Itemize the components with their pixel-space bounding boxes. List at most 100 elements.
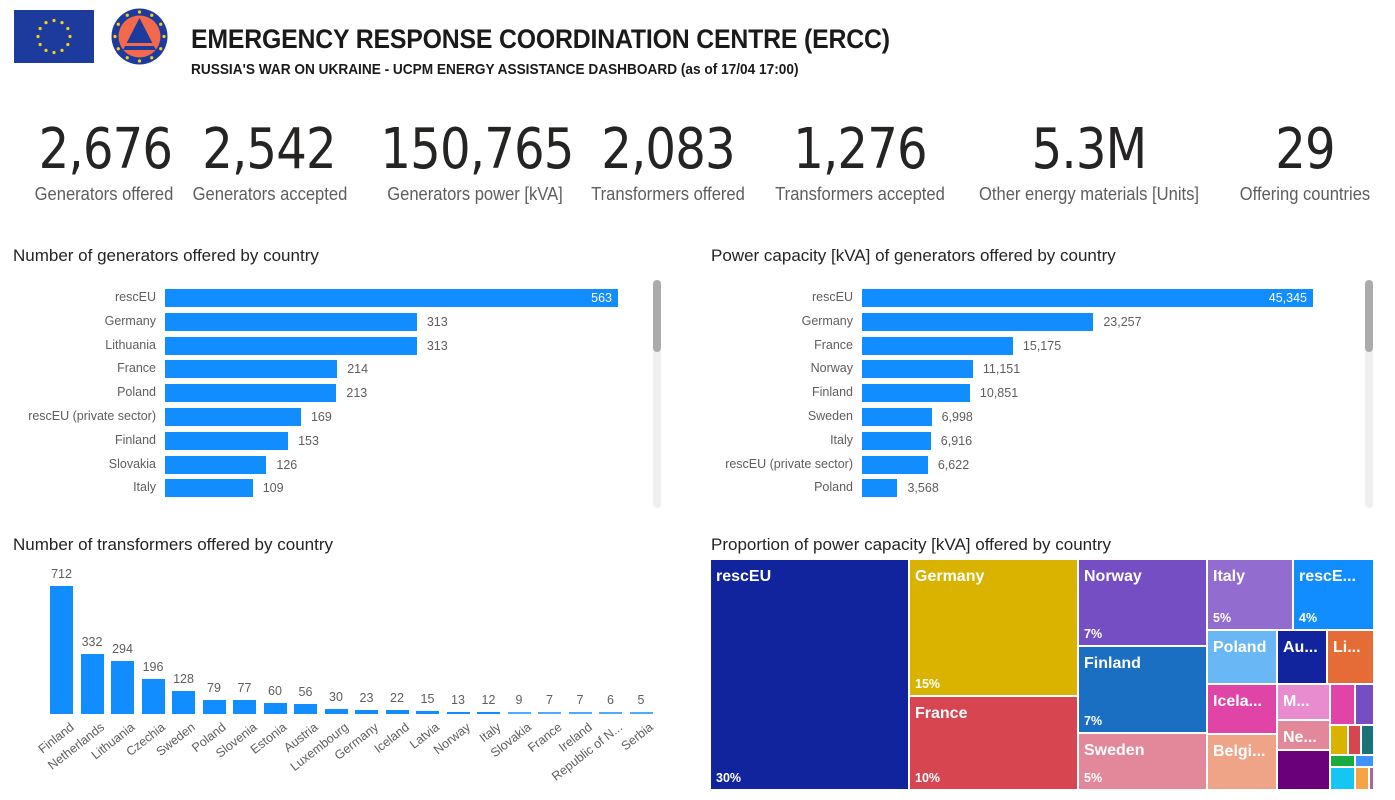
treemap-cell[interactable]: Finland 7%: [1078, 646, 1207, 733]
bar[interactable]: [385, 710, 409, 714]
bar[interactable]: [263, 703, 287, 714]
bar-row[interactable]: France 214: [0, 360, 640, 379]
bar[interactable]: [862, 408, 932, 426]
bar[interactable]: [862, 455, 928, 474]
power-scrollbar[interactable]: [1365, 280, 1373, 508]
kpi-other-energy-materials: 5.3M Other energy materials [Units]: [966, 118, 1212, 205]
bar[interactable]: [165, 431, 289, 450]
bar[interactable]: [294, 703, 317, 714]
treemap-cell[interactable]: Li...: [1327, 630, 1374, 684]
bar[interactable]: [629, 712, 653, 714]
bar-row[interactable]: Germany 23,257: [700, 312, 1350, 331]
treemap-cell[interactable]: Ne...: [1277, 720, 1330, 750]
treemap-cell[interactable]: [1355, 684, 1374, 725]
bar[interactable]: [233, 700, 256, 714]
treemap-cell[interactable]: France 10%: [909, 696, 1078, 790]
treemap-cell-label: Icela...: [1213, 693, 1262, 710]
treemap-cell[interactable]: [1330, 684, 1355, 725]
bar[interactable]: [165, 312, 417, 331]
category-label: Finland: [115, 432, 156, 447]
treemap-cell[interactable]: Sweden 5%: [1078, 733, 1207, 790]
bar[interactable]: [416, 711, 439, 714]
treemap-cell[interactable]: [1330, 725, 1348, 755]
star-icon: [60, 48, 64, 52]
bar[interactable]: [862, 384, 970, 403]
treemap-cell[interactable]: Belgi...: [1207, 734, 1277, 790]
category-label: Italy: [830, 432, 853, 447]
scroll-thumb[interactable]: [1365, 280, 1373, 352]
bar[interactable]: [165, 384, 337, 403]
bar-row[interactable]: Finland 153: [0, 431, 640, 450]
bar[interactable]: [165, 360, 338, 379]
star-icon: [137, 10, 142, 14]
generators-scrollbar[interactable]: [653, 280, 661, 508]
treemap-cell[interactable]: [1330, 767, 1355, 790]
treemap-cell[interactable]: [1330, 755, 1355, 767]
treemap-cell-label: rescEU: [716, 568, 772, 585]
scroll-thumb[interactable]: [653, 280, 661, 352]
bar[interactable]: [165, 479, 253, 498]
bar[interactable]: [477, 711, 500, 714]
treemap-cell-label: M...: [1283, 693, 1310, 710]
bar[interactable]: [111, 661, 134, 714]
bar-row[interactable]: Norway 11,151: [700, 360, 1350, 379]
treemap-cell[interactable]: Poland: [1207, 630, 1277, 684]
treemap-cell[interactable]: [1361, 725, 1374, 755]
bar[interactable]: [507, 712, 531, 714]
treemap-cell[interactable]: [1355, 767, 1369, 790]
bar[interactable]: [141, 678, 165, 714]
kpi-value: 5.3M: [1031, 117, 1148, 182]
treemap-cell-label: Norway: [1084, 568, 1142, 585]
treemap-cell[interactable]: Norway 7%: [1078, 559, 1207, 646]
treemap-cell[interactable]: [1355, 755, 1374, 767]
bar[interactable]: [862, 360, 973, 379]
bar-row[interactable]: Italy 109: [0, 479, 640, 498]
bar-row[interactable]: Lithuania 313: [0, 336, 640, 355]
bar[interactable]: [202, 699, 226, 714]
treemap-cell[interactable]: Icela...: [1207, 684, 1277, 734]
treemap-cell[interactable]: M...: [1277, 684, 1330, 720]
treemap-cell[interactable]: Germany 15%: [909, 559, 1078, 696]
bar-row[interactable]: Italy 6,916: [700, 431, 1350, 450]
bar-row[interactable]: rescEU (private sector) 169: [0, 408, 640, 426]
treemap-cell[interactable]: [1348, 725, 1361, 755]
bar[interactable]: [862, 312, 1094, 331]
value-label: 126: [276, 457, 298, 472]
bar[interactable]: [862, 431, 931, 450]
bar-row[interactable]: Finland 10,851: [700, 384, 1350, 403]
bar-row[interactable]: Poland 3,568: [700, 479, 1350, 498]
star-icon: [125, 13, 129, 17]
treemap-cell[interactable]: [1277, 750, 1330, 790]
bar[interactable]: [862, 479, 898, 498]
treemap-cell[interactable]: Italy 5%: [1207, 559, 1293, 630]
bar-row[interactable]: France 15,175: [700, 336, 1350, 355]
bar-row[interactable]: rescEU (private sector) 6,622: [700, 455, 1350, 474]
bar[interactable]: [50, 586, 73, 714]
bar[interactable]: [172, 690, 195, 714]
bar[interactable]: [324, 708, 348, 714]
bar[interactable]: [165, 408, 301, 426]
bar[interactable]: [355, 709, 378, 714]
bar[interactable]: [165, 289, 618, 307]
bar-row[interactable]: Slovakia 126: [0, 455, 640, 474]
treemap-cell[interactable]: Au...: [1277, 630, 1327, 684]
bar[interactable]: [862, 289, 1313, 307]
bar[interactable]: [165, 455, 267, 474]
bar[interactable]: [568, 712, 592, 714]
treemap-cell[interactable]: rescEU 30%: [710, 559, 909, 790]
treemap-cell[interactable]: [1369, 767, 1374, 790]
bar-row[interactable]: Germany 313: [0, 312, 640, 331]
bar-row[interactable]: rescEU 45,345: [700, 289, 1350, 307]
treemap-cell[interactable]: rescE... 4%: [1293, 559, 1374, 630]
bar-row[interactable]: Poland 213: [0, 384, 640, 403]
bar-row[interactable]: Sweden 6,998: [700, 408, 1350, 426]
bar[interactable]: [599, 712, 622, 714]
value-label: 3,568: [907, 481, 939, 496]
bar[interactable]: [446, 711, 470, 714]
bar-row[interactable]: rescEU 563: [0, 289, 640, 307]
bar[interactable]: [165, 336, 417, 355]
bar[interactable]: [80, 654, 104, 714]
bar[interactable]: [538, 712, 561, 714]
bar[interactable]: [862, 336, 1013, 355]
category-label: Germany: [104, 313, 156, 328]
